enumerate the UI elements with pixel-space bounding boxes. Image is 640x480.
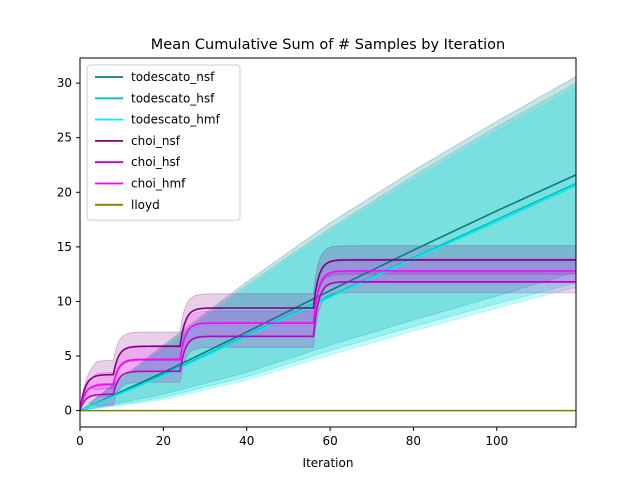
x-tick-label: 40 [239,434,254,448]
series-line-todescato-hsf [79,182,577,412]
series-lines [79,174,577,412]
y-axis-ticks: 0 5 10 15 20 25 30 [57,76,80,418]
x-axis-label: Iteration [303,456,354,470]
series-line-choi-nsf [79,259,576,411]
legend-label-choi-nsf: choi_nsf [131,134,181,148]
series-line-todescato-nsf [79,174,577,412]
legend-label-choi-hsf: choi_hsf [131,155,181,169]
y-tick-label: 15 [57,240,72,254]
series-line-choi-hsf [79,281,576,411]
y-tick-label: 25 [57,131,72,145]
x-tick-label: 20 [156,434,171,448]
x-tick-label: 100 [485,434,508,448]
y-tick-label: 10 [57,294,72,308]
x-tick-label: 60 [322,434,337,448]
y-tick-label: 5 [64,349,72,363]
plot-frame [79,57,577,428]
y-tick-label: 0 [64,404,72,418]
x-tick-label: 0 [76,434,84,448]
legend: todescato_nsf todescato_hsf todescato_hmfc… [86,64,241,221]
confidence-bands [79,75,577,412]
legend-box [86,64,241,221]
series-line-choi-hmf [79,270,576,411]
series-line-todescato-hmf [79,185,577,412]
legend-label-todescato-hmf: todescato_hmf [131,113,221,127]
x-axis-ticks: 0 20 40 60 80 100 [76,427,508,448]
chart-title: Mean Cumulative Sum of # Samples by Iter… [151,37,505,53]
y-tick-label: 30 [57,76,72,90]
legend-label-choi-hmf: choi_hmf [131,177,186,191]
legend-label-lloyd: lloyd [131,198,160,212]
legend-label-todescato-nsf: todescato_nsf [131,70,215,84]
x-tick-label: 80 [406,434,421,448]
y-tick-label: 20 [57,185,72,199]
legend-label-todescato-hsf: todescato_hsf [131,91,215,105]
